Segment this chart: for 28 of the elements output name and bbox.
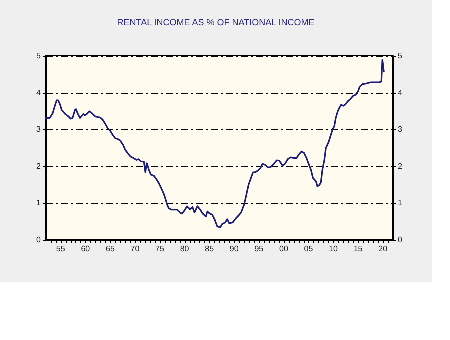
x-tick-label: 65: [106, 244, 116, 254]
x-tick-label: 55: [56, 244, 66, 254]
x-tick-label: 80: [180, 244, 190, 254]
chart-title: RENTAL INCOME AS % OF NATIONAL INCOME: [117, 18, 315, 28]
x-tick-label: 70: [130, 244, 140, 254]
line-series: [45, 59, 385, 228]
y-tick-label: 3: [36, 125, 42, 134]
y2-tick-label: 5: [398, 52, 403, 60]
x-tick-label: 60: [81, 244, 91, 254]
x-tick-label: 75: [156, 244, 166, 254]
y-tick-label: 1: [36, 198, 42, 208]
x-tick-label: 20: [378, 244, 388, 254]
y-tick-label: 0: [36, 236, 42, 244]
y-tick-label: 2: [36, 162, 42, 171]
x-tick-label: 10: [329, 244, 339, 254]
x-tick-label: 05: [304, 244, 314, 254]
y2-tick-label: 3: [398, 125, 403, 134]
x-tick-label: 15: [354, 244, 364, 254]
y2-tick-label: 4: [398, 88, 403, 98]
x-tick-label: 85: [205, 244, 215, 254]
y-tick-label: 4: [36, 88, 42, 98]
x-tick-label: 90: [230, 244, 240, 254]
y-tick-label: 5: [36, 52, 42, 60]
y2-tick-label: 1: [398, 198, 403, 208]
x-tick-label: 00: [279, 244, 289, 254]
x-tick-label: 95: [254, 244, 264, 254]
y2-tick-label: 0: [398, 236, 403, 244]
y2-tick-label: 2: [398, 162, 403, 171]
